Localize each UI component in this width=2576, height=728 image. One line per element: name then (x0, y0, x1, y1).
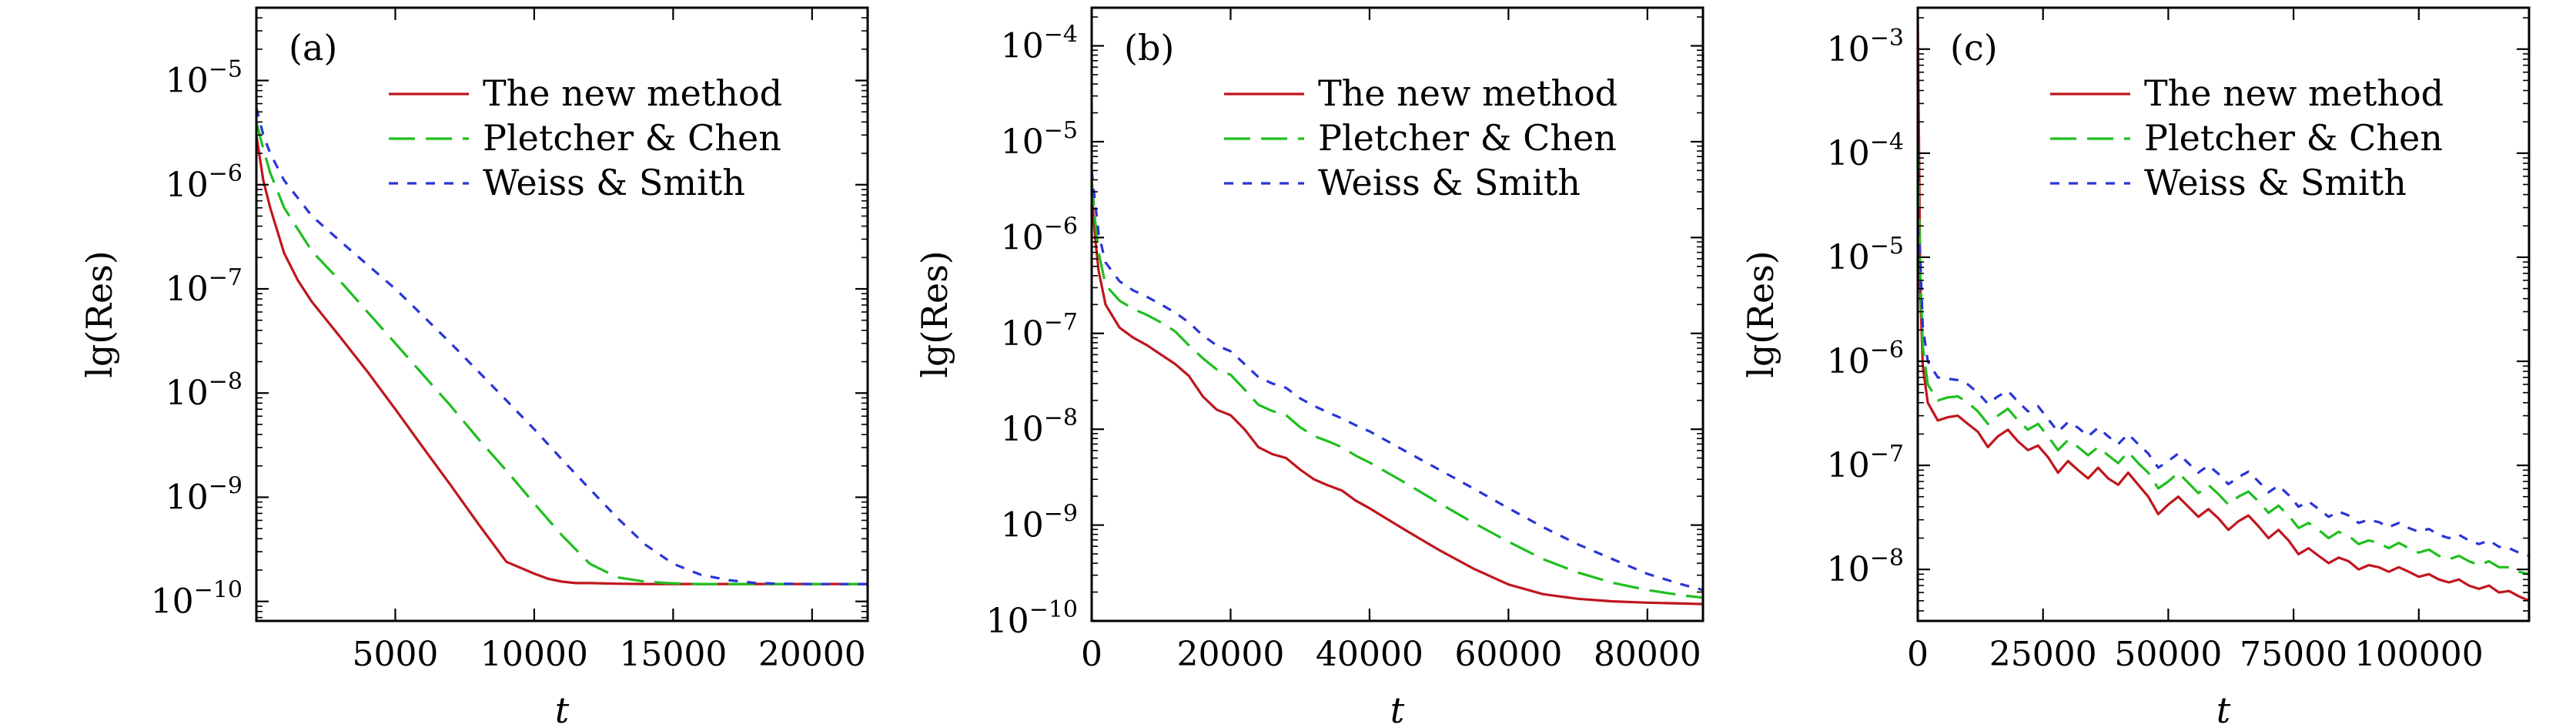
legend-label: The new method (1318, 72, 1618, 114)
y-tick-label: 10−6 (166, 160, 243, 205)
series-line-the-new-method (256, 134, 868, 585)
y-axis-title: lg(Res) (79, 250, 120, 378)
series-line-weiss-smith (1918, 226, 2529, 558)
panel-a: 5000 10000 15000 20000 10−10 10−9 10−8 10−7 10−6… (79, 6, 869, 728)
y-tick-label: 10−7 (1001, 309, 1078, 354)
x-tick-label: 50000 (2114, 635, 2222, 674)
x-tick-label: 20000 (1176, 635, 1284, 674)
x-axis-title: t (2216, 689, 2231, 728)
y-tick-label: 10−8 (1001, 404, 1078, 449)
y-axis-title: lg(Res) (1740, 250, 1781, 378)
panel-b: 0 20000 40000 60000 80000 10−10 10−9 10−8 10−7 10… (914, 6, 1705, 728)
legend-label: Pletcher & Chen (2144, 117, 2443, 159)
x-tick-label: 100000 (2354, 635, 2484, 674)
x-tick-label: 20000 (758, 635, 866, 674)
series-line-the-new-method (1092, 191, 1703, 606)
y-tick-label: 10−6 (1827, 337, 1904, 381)
y-tick-label: 10−9 (1001, 501, 1078, 545)
legend-label: Weiss & Smith (2144, 162, 2407, 203)
y-tick-label: 10−10 (151, 577, 243, 622)
series-line-weiss-smith (1092, 170, 1703, 592)
plot-frame (1916, 6, 2531, 622)
y-tick-label: 10−8 (166, 368, 243, 413)
legend-label: Pletcher & Chen (1318, 117, 1617, 159)
y-tick-label: 10−7 (166, 264, 243, 309)
legend-label: Weiss & Smith (483, 162, 745, 203)
series-line-pletcher-chen (256, 121, 868, 585)
series-line-the-new-method (1918, 18, 2529, 602)
x-tick-label: 5000 (352, 635, 438, 674)
x-tick-label: 10000 (480, 635, 588, 674)
legend-label: The new method (2144, 72, 2444, 114)
plot-frame (255, 6, 869, 622)
plot-area (1918, 18, 2529, 602)
x-tick-label: 40000 (1316, 635, 1423, 674)
y-tick-label: 10−9 (166, 472, 243, 517)
y-tick-label: 10−6 (1001, 213, 1078, 257)
y-tick-label: 10−3 (1827, 25, 1904, 69)
legend-label: Weiss & Smith (1318, 162, 1581, 203)
y-axis-title: lg(Res) (914, 250, 955, 378)
panel-label: (b) (1124, 27, 1174, 69)
plot-frame (1090, 6, 1705, 622)
legend-label: Pletcher & Chen (483, 117, 781, 159)
x-tick-label: 0 (1081, 635, 1102, 674)
x-axis-title: t (555, 689, 570, 728)
plot-area (1092, 170, 1703, 606)
panel-label: (c) (1950, 27, 1998, 69)
plot-area (256, 107, 868, 585)
legend-label: The new method (483, 72, 782, 114)
y-tick-label: 10−5 (1827, 233, 1904, 277)
x-axis-title: t (1390, 689, 1405, 728)
y-tick-label: 10−5 (166, 56, 243, 101)
y-tick-label: 10−7 (1827, 441, 1904, 485)
y-tick-label: 10−5 (1001, 117, 1078, 162)
x-tick-label: 75000 (2240, 635, 2347, 674)
x-tick-label: 25000 (1989, 635, 2097, 674)
x-tick-label: 15000 (619, 635, 727, 674)
x-tick-label: 0 (1907, 635, 1929, 674)
y-tick-label: 10−8 (1827, 545, 1904, 589)
series-line-pletcher-chen (1918, 145, 2529, 575)
x-tick-label: 80000 (1594, 635, 1701, 674)
x-tick-label: 60000 (1454, 635, 1562, 674)
panel-c: 0 25000 50000 75000 100000 10−8 10−7 10−6 10−5 10… (1740, 6, 2531, 728)
series-line-pletcher-chen (1092, 179, 1703, 599)
series-line-weiss-smith (256, 107, 868, 585)
y-tick-label: 10−4 (1827, 129, 1904, 173)
y-tick-label: 10−4 (1001, 22, 1078, 66)
panel-label: (a) (289, 27, 337, 69)
y-tick-label: 10−10 (986, 596, 1078, 641)
